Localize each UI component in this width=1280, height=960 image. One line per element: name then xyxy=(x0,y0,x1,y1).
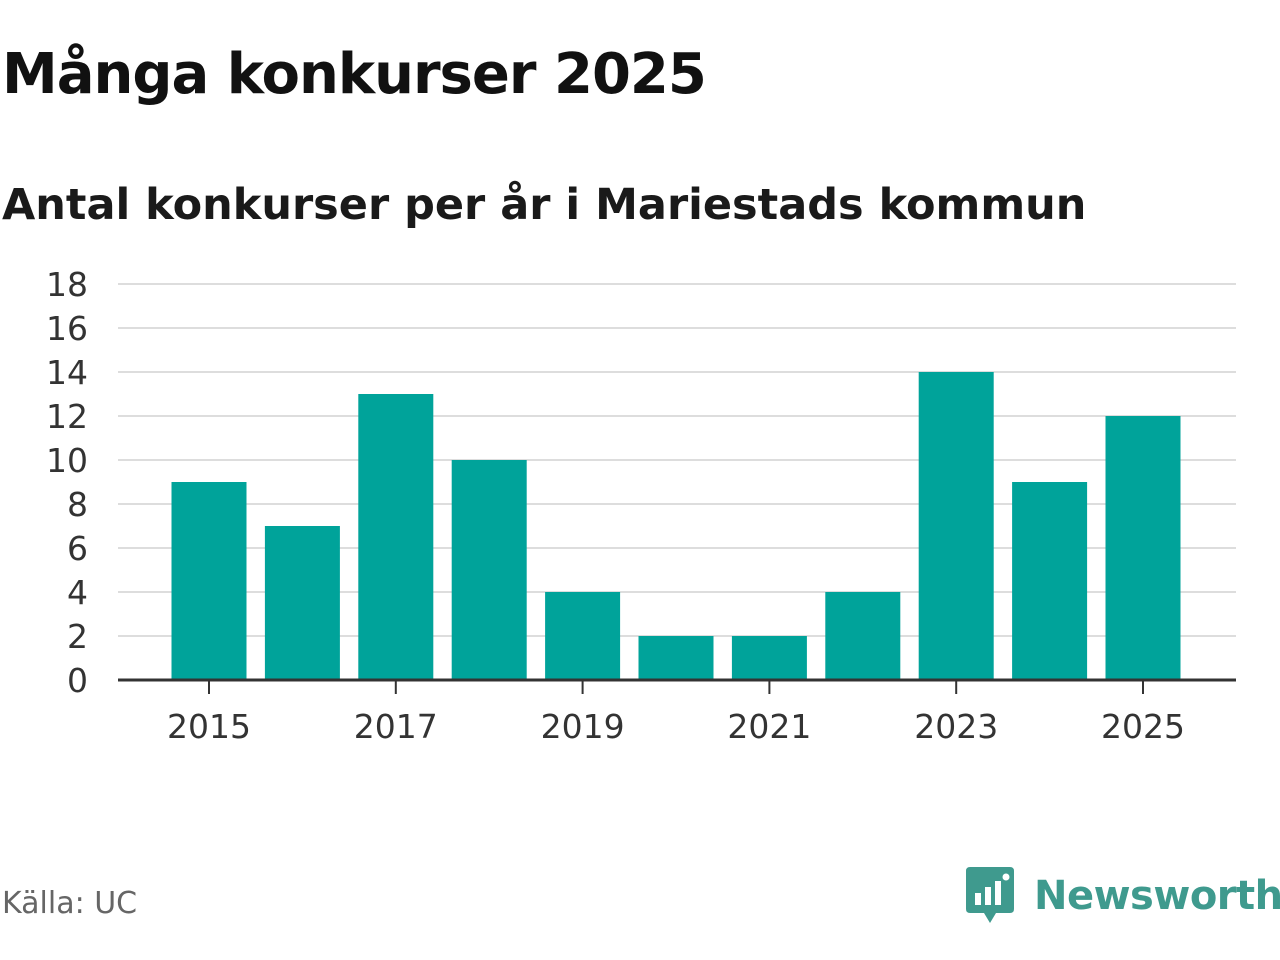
bar-2017 xyxy=(358,394,434,680)
y-tick-label: 12 xyxy=(46,397,88,436)
y-tick-label: 18 xyxy=(46,265,88,304)
bar-2023 xyxy=(918,372,994,680)
y-tick-label: 10 xyxy=(46,441,88,480)
source-note: Källa: UC xyxy=(2,886,138,921)
bar-2020 xyxy=(638,636,714,680)
bar-2021 xyxy=(731,636,807,680)
x-axis-ticks xyxy=(208,680,1144,694)
y-tick-label: 14 xyxy=(46,353,88,392)
newsworthy-logo-icon xyxy=(966,867,1014,923)
x-tick-label: 2019 xyxy=(541,707,625,746)
x-tick-label: 2017 xyxy=(354,707,438,746)
x-tick-label: 2023 xyxy=(914,707,998,746)
y-axis-labels: 0 2 4 6 8 10 12 14 16 18 xyxy=(46,265,88,700)
bar-2018 xyxy=(451,460,527,680)
x-axis-labels: 2015 2017 2019 2021 2023 2025 xyxy=(167,707,1185,746)
bar-2015 xyxy=(171,482,247,680)
y-tick-label: 0 xyxy=(67,661,88,700)
x-tick-label: 2021 xyxy=(727,707,811,746)
brand-name: Newsworthy xyxy=(1034,873,1280,919)
bar-2022 xyxy=(825,592,901,680)
y-tick-label: 6 xyxy=(67,529,88,568)
y-tick-label: 4 xyxy=(67,573,88,612)
x-tick-label: 2025 xyxy=(1101,707,1185,746)
bar-2024 xyxy=(1012,482,1088,680)
y-tick-label: 16 xyxy=(46,309,88,348)
chart-title: Många konkurser 2025 xyxy=(2,42,707,107)
chart-subtitle: Antal konkurser per år i Mariestads komm… xyxy=(2,180,1087,230)
bar-2016 xyxy=(264,526,340,680)
bar-2019 xyxy=(545,592,621,680)
y-tick-label: 2 xyxy=(67,617,88,656)
brand-logo: Newsworthy xyxy=(964,864,1280,928)
y-tick-label: 8 xyxy=(67,485,88,524)
bar-2025 xyxy=(1105,416,1181,680)
bars xyxy=(171,372,1181,680)
x-tick-label: 2015 xyxy=(167,707,251,746)
